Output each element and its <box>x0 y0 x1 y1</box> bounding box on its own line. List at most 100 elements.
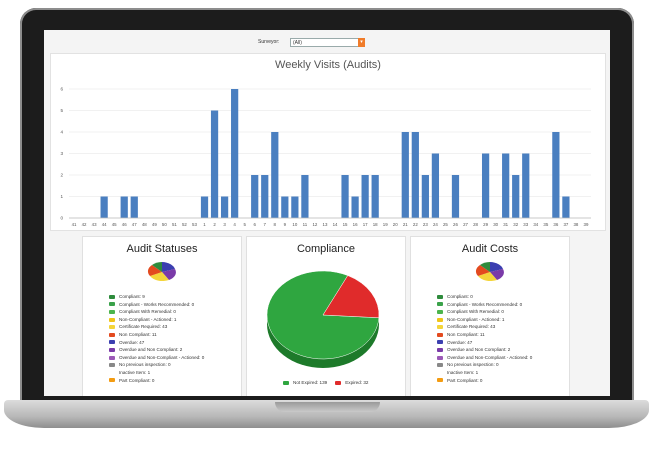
x-tick-label: 12 <box>312 222 317 227</box>
legend-item: Non-Compliant - Actioned: 1 <box>109 316 204 324</box>
x-tick-label: 19 <box>383 222 388 227</box>
audit-statuses-title: Audit Statuses <box>126 243 198 255</box>
legend-label: Part Compliant: 0 <box>447 377 483 383</box>
x-tick-label: 47 <box>132 222 137 227</box>
legend-label: Overdue and Non-Compliant - Actioned: 0 <box>119 354 205 360</box>
legend-label: Overdue: 47 <box>119 339 145 345</box>
legend-swatch <box>109 371 115 375</box>
x-tick-label: 53 <box>192 222 197 227</box>
x-tick-label: 8 <box>274 222 277 227</box>
compliance-pie <box>266 270 380 368</box>
x-tick-label: 21 <box>403 222 408 227</box>
legend-item: Compliant With Remedial: 0 <box>109 308 204 316</box>
legend-item: Compliant With Remedial: 0 <box>437 308 532 316</box>
bar <box>271 132 279 218</box>
x-tick-label: 46 <box>122 222 127 227</box>
bar <box>341 175 349 218</box>
legend-item: Overdue and Non-Compliant - Actioned: 0 <box>109 354 204 362</box>
compliance-legend: Not Expired: 139 Expired: 32 <box>283 380 368 385</box>
legend-swatch <box>109 340 115 345</box>
legend-item-not-expired: Not Expired: 139 <box>283 380 327 385</box>
audit-costs-legend: Compliant: 0 Compliant - Works Recommende… <box>437 293 532 384</box>
x-tick-label: 49 <box>152 222 157 227</box>
legend-label: No previous inspection: 0 <box>447 362 499 368</box>
x-tick-label: 29 <box>483 222 488 227</box>
x-tick-label: 1 <box>203 222 206 227</box>
legend-swatch <box>437 340 443 345</box>
x-tick-label: 30 <box>493 222 498 227</box>
y-tick-label: 4 <box>60 130 63 135</box>
x-tick-label: 2 <box>213 222 216 227</box>
legend-item: Compliant: 9 <box>109 293 204 301</box>
audit-statuses-panel: Audit Statuses Compliant: 9 Compliant - W… <box>82 236 242 396</box>
bar <box>502 153 510 218</box>
x-tick-label: 18 <box>373 222 378 227</box>
bar <box>411 132 419 218</box>
legend-swatch <box>437 355 443 360</box>
legend-item: Non Compliant: 11 <box>109 331 204 339</box>
legend-label: Part Compliant: 0 <box>119 377 155 383</box>
bar <box>522 153 530 218</box>
x-tick-label: 31 <box>503 222 508 227</box>
legend-label: Certificate Required: 43 <box>447 324 496 330</box>
bar <box>421 175 429 218</box>
bar <box>431 153 440 218</box>
legend-item: Compliant - Works Recommended: 0 <box>437 301 532 309</box>
x-tick-label: 13 <box>323 222 328 227</box>
dashboard-screen: Surveyor: (All) ▾ Weekly Visits (Audits)… <box>44 30 610 396</box>
bar <box>210 110 219 218</box>
compliance-title: Compliance <box>296 243 356 255</box>
legend-item: No previous inspection: 0 <box>109 361 204 369</box>
surveyor-select[interactable]: (All) <box>290 38 364 47</box>
legend-swatch <box>109 378 115 383</box>
bar <box>261 175 269 218</box>
legend-item: No previous inspection: 0 <box>437 361 532 369</box>
audit-statuses-legend: Compliant: 9 Compliant - Works Recommende… <box>109 293 204 384</box>
legend-item: Inactive Item: 1 <box>437 369 532 377</box>
x-tick-label: 14 <box>333 222 338 227</box>
audit-costs-title: Audit Costs <box>461 243 519 255</box>
x-tick-label: 24 <box>433 222 438 227</box>
x-tick-label: 48 <box>142 222 147 227</box>
dropdown-arrow-icon[interactable]: ▾ <box>358 38 365 47</box>
legend-swatch <box>109 302 115 307</box>
bar <box>281 196 289 218</box>
legend-item: Overdue: 47 <box>109 339 204 347</box>
pie-slice <box>322 275 380 319</box>
y-tick-label: 6 <box>60 87 63 92</box>
bar <box>291 196 299 218</box>
x-tick-label: 44 <box>102 222 107 227</box>
x-tick-label: 33 <box>523 222 528 227</box>
legend-item: Overdue and Non Compliant: 2 <box>437 346 532 354</box>
laptop-notch <box>275 402 380 412</box>
legend-label: Overdue and Non-Compliant - Actioned: 0 <box>447 354 533 360</box>
x-tick-label: 52 <box>182 222 187 227</box>
x-tick-label: 23 <box>423 222 428 227</box>
bar <box>401 132 409 218</box>
legend-item: Overdue and Non-Compliant - Actioned: 0 <box>437 354 532 362</box>
legend-item: Part Compliant: 0 <box>437 377 532 385</box>
legend-item: Certificate Required: 43 <box>437 323 532 331</box>
legend-item: Inactive Item: 1 <box>109 369 204 377</box>
legend-label: Compliant: 0 <box>447 294 473 299</box>
bar <box>120 196 128 218</box>
legend-label: No previous inspection: 0 <box>119 362 171 368</box>
legend-swatch <box>437 317 443 322</box>
x-tick-label: 16 <box>353 222 358 227</box>
audit-costs-panel: Audit Costs Compliant: 0 Compliant - Work… <box>410 236 570 396</box>
legend-item: Part Compliant: 0 <box>109 377 204 385</box>
x-tick-label: 51 <box>172 222 177 227</box>
legend-label: Overdue and Non Compliant: 2 <box>119 347 183 353</box>
x-tick-label: 50 <box>162 222 167 227</box>
legend-swatch <box>109 309 115 314</box>
legend-label: Compliant - Works Recommended: 0 <box>447 301 523 307</box>
y-tick-label: 0 <box>60 216 63 221</box>
legend-label: Inactive Item: 1 <box>447 369 479 375</box>
x-tick-label: 41 <box>72 222 77 227</box>
legend-swatch <box>437 302 443 307</box>
legend-item-expired: Expired: 32 <box>335 380 368 385</box>
surveyor-filter-label: Surveyor: <box>258 39 280 45</box>
compliance-panel: Compliance Not Expired: 139 Expired: 32 <box>246 236 406 396</box>
x-tick-label: 6 <box>253 222 256 227</box>
legend-label: Non Compliant: 11 <box>447 331 485 337</box>
